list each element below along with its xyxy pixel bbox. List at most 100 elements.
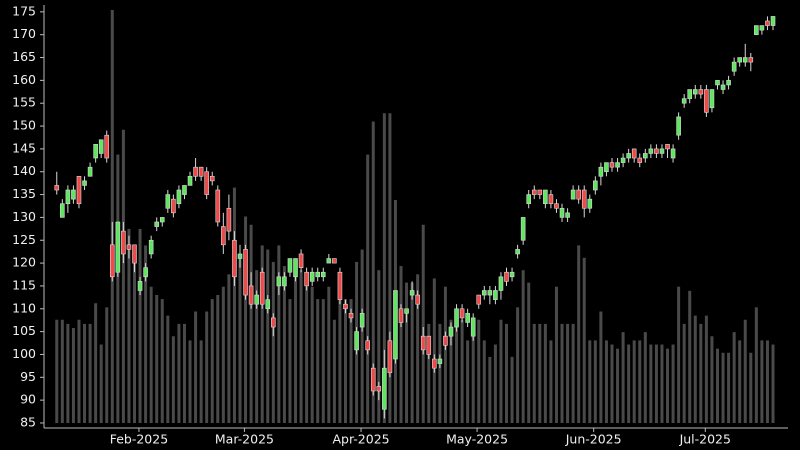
x-tick-label: May-2025 [446,432,508,447]
volume-bar [210,299,214,423]
candle-body [154,221,160,227]
volume-bar [55,319,59,423]
candle-body [193,166,198,177]
candle-body [71,189,76,200]
volume-bar [632,340,636,423]
volume-bar [66,323,70,423]
candle-body [221,226,226,246]
candle-body [515,249,520,255]
volume-bar [516,307,520,423]
volume-bar [88,323,92,423]
candle-body [715,80,720,86]
candle-body [554,203,559,209]
candle-body [265,299,271,310]
volume-bar [688,290,692,423]
volume-bar [116,154,120,424]
candle-body [731,61,737,72]
volume-bar [338,299,342,423]
candle-body [159,217,165,223]
candle-body [276,276,282,287]
candle-body [93,144,98,159]
volume-bar [166,315,170,423]
candle-body [576,189,581,200]
candle-body [465,313,470,323]
volume-bar [266,249,270,423]
candle-body [387,340,393,374]
candle-body [665,144,670,150]
candle-body [676,116,681,136]
volume-bar [282,266,286,423]
candle-body [259,271,265,305]
volume-bar [710,336,714,423]
candle-body [598,166,604,177]
candle-body [670,148,676,159]
volume-bar [77,319,81,423]
candle-body [248,285,254,305]
candle-body [115,221,121,273]
volume-bar [677,286,681,423]
y-tick-label: 165 [12,49,36,64]
candle-body [759,25,765,31]
volume-bar [604,340,608,423]
volume-bar [693,315,697,423]
candle-body [620,157,626,163]
candle-body [526,194,532,205]
volume-bar [482,340,486,423]
volume-bar [715,348,719,423]
volume-bar [244,216,248,423]
volume-bar [577,245,581,423]
volume-bar [71,328,75,423]
volume-bar [471,336,475,423]
candle-body [470,317,476,337]
volume-bar [277,245,281,423]
x-tick-label: Feb-2025 [110,432,168,447]
volume-bar [110,10,114,423]
candle-body [704,89,709,113]
candle-body [509,271,515,278]
volume-bar [505,323,509,423]
volume-bar [271,261,275,423]
candle-body [531,189,537,195]
volume-bar [227,274,231,423]
volume-bar [466,340,470,423]
candle-body [520,217,526,241]
candle-body [487,290,493,296]
candle-body [493,290,498,300]
candle-body [54,185,60,191]
volume-bar [749,352,753,423]
candle-body [737,57,742,63]
y-tick-label: 105 [12,323,36,338]
candle-body [687,89,693,99]
volume-bar [704,315,708,423]
volume-bar [238,257,242,423]
candle-body [565,212,570,218]
candle-body [87,166,93,177]
y-tick-label: 175 [12,3,36,18]
volume-bar [455,323,459,423]
volume-bar [721,352,725,423]
candle-body [298,253,304,268]
y-tick-label: 90 [20,392,36,407]
candle-body [176,189,182,205]
candle-body [60,203,65,218]
volume-bar [666,348,670,423]
candle-body [454,308,459,328]
volume-bar [99,344,103,423]
candle-body [426,335,432,355]
volume-bar [121,129,125,423]
y-tick-label: 115 [12,277,36,292]
x-tick-label: Jun-2025 [565,432,622,447]
candle-body [309,271,315,282]
candle-body [304,271,309,287]
volume-bar [305,286,309,423]
volume-bar [571,323,575,423]
volume-bar [83,323,87,423]
candle-body [570,189,576,200]
candle-body [271,317,276,328]
candle-body [232,239,237,278]
volume-bar [754,307,758,423]
candle-body [537,189,543,195]
volume-bar [671,344,675,423]
candle-body [615,162,620,168]
